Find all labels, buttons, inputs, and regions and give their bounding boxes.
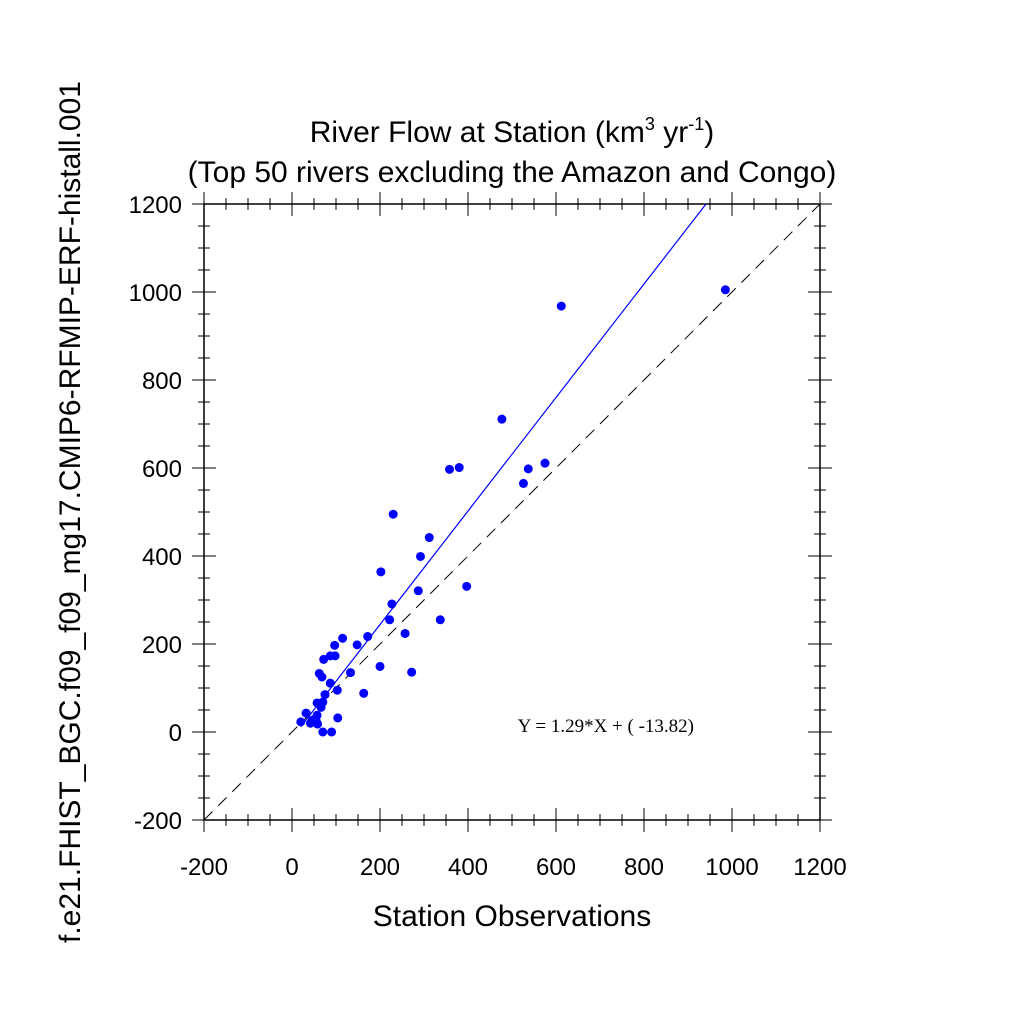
data-point (327, 727, 337, 737)
y-tick-label: 200 (142, 632, 182, 659)
x-tick-label: 200 (360, 854, 400, 881)
data-point (363, 632, 373, 642)
data-point (318, 727, 328, 737)
data-point (424, 533, 434, 543)
data-point (332, 685, 342, 695)
data-point (301, 708, 311, 718)
x-tick-label: -200 (180, 854, 228, 881)
data-point (415, 551, 425, 561)
data-point (407, 667, 417, 677)
chart-title-main: River Flow at Station (km (310, 116, 645, 149)
regression-equation-label: Y = 1.29*X + ( -13.82) (518, 716, 694, 737)
data-point (720, 285, 730, 295)
x-tick-label: 1000 (705, 854, 758, 881)
regression-fit-line (300, 203, 707, 728)
y-tick-label: -200 (134, 808, 182, 835)
x-tick-label: 800 (624, 854, 664, 881)
data-point (330, 640, 340, 650)
data-point (305, 718, 315, 728)
data-point (454, 463, 464, 473)
data-point (462, 581, 472, 591)
y-tick-label: 0 (169, 720, 182, 747)
data-point (435, 615, 445, 625)
data-point (497, 414, 507, 424)
data-point (387, 599, 397, 609)
data-point (313, 719, 323, 729)
x-tick-label: 0 (285, 854, 298, 881)
data-point (317, 672, 327, 682)
data-point (413, 586, 423, 596)
data-point (325, 678, 335, 688)
data-point (359, 688, 369, 698)
data-point (352, 640, 362, 650)
data-point (518, 478, 528, 488)
data-point (385, 615, 395, 625)
y-tick-label: 800 (142, 368, 182, 395)
data-point (333, 713, 343, 723)
chart-title-superscript-2: -1 (688, 114, 704, 134)
y-tick-label: 1000 (129, 280, 182, 307)
x-tick-label: 400 (448, 854, 488, 881)
x-axis-label: Station Observations (373, 900, 651, 933)
data-point (388, 509, 398, 519)
y-tick-labels: -200 0 200 400 600 800 1000 1200 (129, 192, 182, 835)
one-to-one-reference-line (203, 203, 821, 821)
x-tick-label: 600 (536, 854, 576, 881)
minor-ticks (198, 198, 826, 826)
x-tick-label: 1200 (793, 854, 846, 881)
data-point (296, 717, 306, 727)
chart-title: River Flow at Station (km3 yr-1) (310, 114, 714, 149)
major-ticks (192, 192, 832, 832)
x-tick-labels: -200 0 200 400 600 800 1000 1200 (180, 854, 847, 881)
data-point (375, 661, 385, 671)
chart-title-end: ) (704, 116, 714, 149)
data-point (400, 628, 410, 638)
y-tick-label: 400 (142, 544, 182, 571)
data-point (320, 690, 330, 700)
y-tick-label: 1200 (129, 192, 182, 219)
data-point (346, 668, 356, 678)
chart-subtitle: (Top 50 rivers excluding the Amazon and … (188, 156, 837, 189)
data-point (523, 464, 533, 474)
chart-title-mid: yr (655, 116, 688, 149)
data-point (319, 654, 329, 664)
data-point (338, 633, 348, 643)
chart-title-superscript-1: 3 (645, 114, 655, 134)
data-point (556, 301, 566, 311)
data-points (296, 285, 730, 737)
data-point (376, 567, 386, 577)
data-point (330, 651, 340, 661)
y-tick-label: 600 (142, 456, 182, 483)
data-point (540, 458, 550, 468)
data-point (316, 702, 326, 712)
data-point (445, 464, 455, 474)
y-axis-label: f.e21.FHIST_BGC.f09_f09_mg17.CMIP6-RFMIP… (54, 81, 87, 943)
